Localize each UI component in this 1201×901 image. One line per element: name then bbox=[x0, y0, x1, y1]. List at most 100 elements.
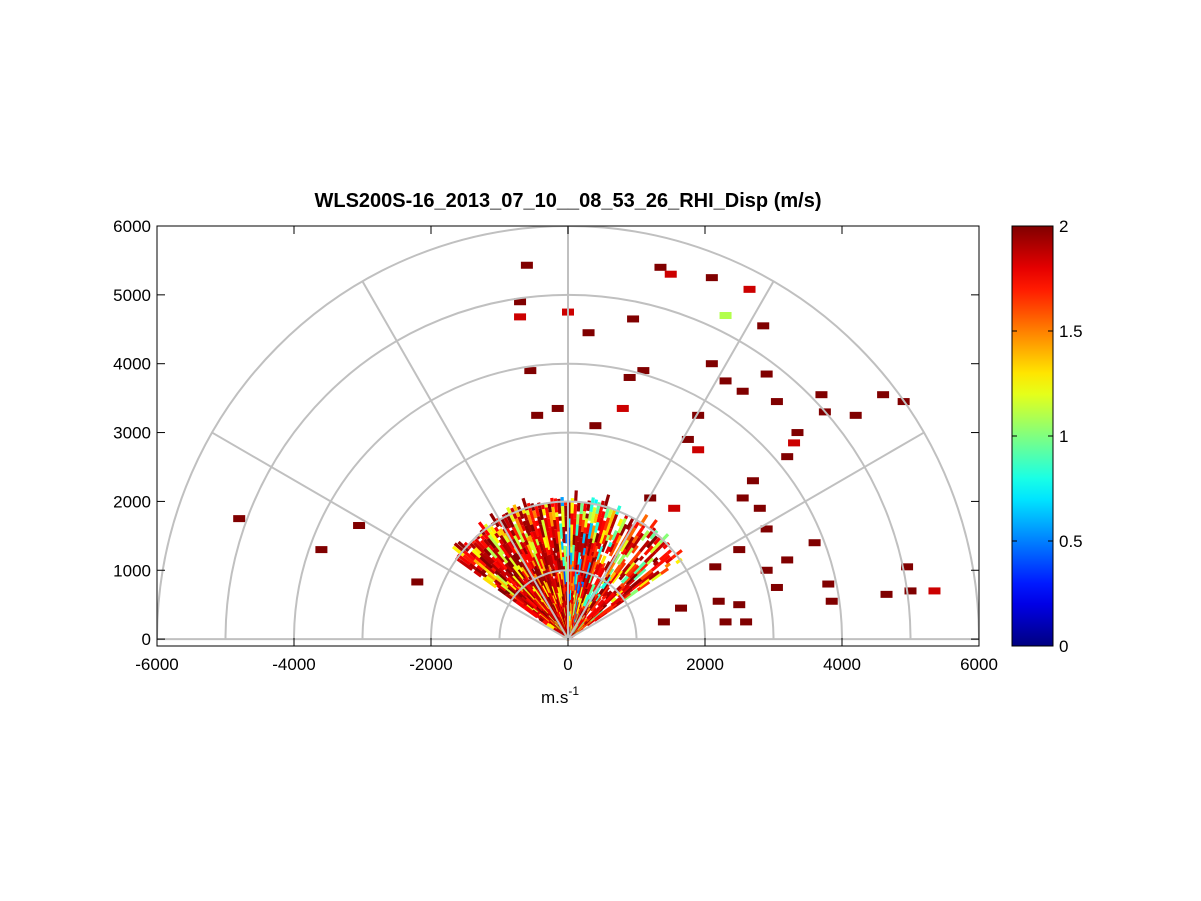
dense-beam-segment bbox=[519, 541, 525, 549]
dense-beam-segment bbox=[578, 513, 583, 527]
data-cell bbox=[743, 285, 756, 293]
data-cell bbox=[791, 429, 804, 437]
dense-beam-segment bbox=[546, 622, 555, 630]
colorbar-tick-label: 0.5 bbox=[1059, 532, 1083, 551]
dense-beam-segment bbox=[505, 561, 515, 572]
dense-beam-segment bbox=[631, 536, 642, 549]
dense-beam-segment bbox=[576, 558, 582, 576]
dense-beam-segment bbox=[574, 564, 580, 575]
dense-beam-segment bbox=[615, 561, 627, 575]
x-axis-label: m.s-1 bbox=[541, 684, 579, 707]
dense-beam-segment bbox=[603, 561, 612, 571]
dense-beam-segment bbox=[621, 587, 634, 599]
dense-beam-segment bbox=[618, 572, 626, 581]
dense-beam-segment bbox=[550, 540, 555, 549]
dense-beam-segment bbox=[516, 569, 526, 580]
dense-beam-segment bbox=[585, 513, 589, 519]
dense-beam-segment bbox=[557, 557, 561, 564]
grid-spoke bbox=[567, 431, 925, 640]
dense-beam-segment bbox=[604, 522, 612, 536]
dense-beam-segment bbox=[477, 521, 491, 537]
dense-beam-segment bbox=[593, 513, 599, 524]
dense-beam-segment bbox=[486, 573, 496, 582]
dense-beam-segment bbox=[490, 556, 498, 563]
data-cell bbox=[520, 261, 533, 269]
data-cell bbox=[815, 391, 828, 399]
y-tick-label: 5000 bbox=[113, 286, 151, 305]
data-cell bbox=[781, 453, 794, 461]
dense-beam-segment bbox=[462, 554, 477, 566]
dense-beam-segment bbox=[582, 555, 589, 571]
dense-beam-segment bbox=[595, 533, 602, 547]
dense-beam-segment bbox=[586, 549, 593, 561]
dense-beam-segment bbox=[640, 569, 653, 581]
data-cell bbox=[692, 446, 705, 454]
dense-beam-segment bbox=[483, 547, 492, 557]
x-axis-label-base: m.s bbox=[541, 688, 568, 707]
dense-beam-segment bbox=[588, 583, 596, 594]
dense-beam-segment bbox=[534, 520, 540, 527]
dense-beam-segment bbox=[598, 520, 607, 535]
dense-beam-segment bbox=[546, 531, 553, 548]
dense-beam-segment bbox=[607, 567, 615, 576]
dense-beam-segment bbox=[471, 540, 476, 545]
data-cell bbox=[582, 329, 595, 337]
dense-beam-segment bbox=[600, 539, 608, 553]
dense-beam-segment bbox=[524, 569, 533, 580]
polar-grid bbox=[157, 226, 979, 641]
dense-beam-segment bbox=[557, 562, 562, 571]
dense-beam-segment bbox=[626, 527, 637, 542]
dense-beam-segment bbox=[489, 512, 500, 528]
dense-beam-segment bbox=[485, 575, 494, 584]
colorbar-tick-label: 1 bbox=[1059, 427, 1068, 446]
dense-beam-segment bbox=[469, 551, 477, 559]
dense-beam-segment bbox=[658, 533, 670, 544]
dense-beam-segment bbox=[654, 541, 666, 553]
dense-beam-segment bbox=[639, 562, 649, 572]
grid-spoke bbox=[361, 280, 569, 640]
dense-beam-segment bbox=[615, 534, 622, 544]
data-cell bbox=[664, 270, 677, 278]
dense-beam-segment bbox=[503, 563, 514, 574]
data-cell bbox=[788, 439, 801, 447]
dense-beam-segment bbox=[593, 563, 599, 570]
dense-beam-segment bbox=[550, 554, 556, 565]
data-cell bbox=[781, 556, 794, 564]
dense-beam-segment bbox=[604, 546, 611, 555]
dense-beam-segment bbox=[583, 559, 590, 574]
dense-beam-segment bbox=[542, 556, 549, 570]
dense-beam-segment bbox=[590, 532, 597, 544]
dense-beam-segment bbox=[658, 552, 669, 562]
dense-beam-segment bbox=[612, 585, 622, 595]
dense-beam-segment bbox=[593, 521, 600, 533]
dense-beam-segment bbox=[534, 538, 540, 546]
dense-beam-segment bbox=[600, 510, 606, 519]
dense-beam-segment bbox=[547, 549, 552, 555]
dense-beam-segment bbox=[604, 561, 616, 578]
y-tick-label: 2000 bbox=[113, 492, 151, 511]
dense-beam-segment bbox=[504, 589, 511, 596]
dense-beam-segment bbox=[537, 541, 544, 552]
dense-beam-segment bbox=[649, 529, 659, 540]
dense-beam-segment bbox=[630, 577, 643, 589]
dense-beam-segment bbox=[589, 497, 595, 513]
axes: -6000 -4000 -2000 0 2000 4000 6000 0 1000 2000 300… bbox=[113, 217, 998, 674]
dense-beam-segment bbox=[593, 562, 602, 575]
dense-beam-segment bbox=[572, 551, 577, 569]
colorbar-gradient bbox=[1011, 225, 1054, 647]
dense-beam-segment bbox=[525, 544, 535, 559]
dense-beam-segment bbox=[578, 554, 585, 571]
dense-beam-segment bbox=[548, 554, 555, 570]
dense-beam-segment bbox=[610, 595, 624, 607]
data-cell bbox=[623, 373, 636, 381]
dense-beam-segment bbox=[556, 531, 562, 546]
dense-beam-segment bbox=[553, 560, 558, 566]
dense-beam-segment bbox=[620, 575, 629, 584]
data-cell bbox=[514, 313, 527, 321]
dense-beam-segment bbox=[525, 536, 531, 543]
dense-beam-segment bbox=[505, 527, 515, 541]
dense-beam-segment bbox=[585, 523, 591, 534]
dense-beam-segment bbox=[511, 554, 523, 569]
dense-beam-segment bbox=[532, 510, 538, 519]
data-cell bbox=[753, 504, 766, 512]
